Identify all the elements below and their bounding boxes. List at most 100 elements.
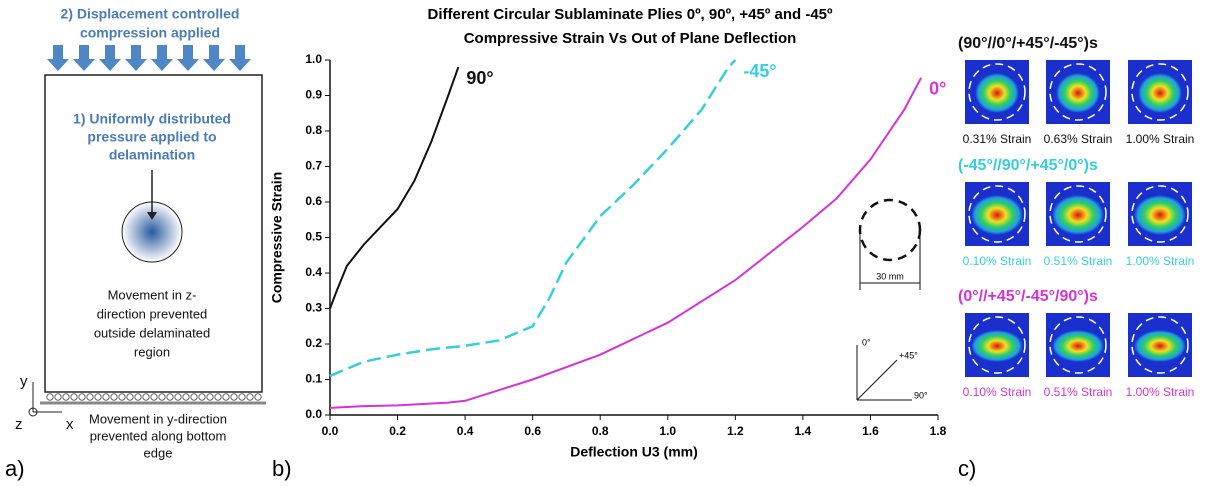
roller [198, 393, 206, 401]
roller [238, 393, 246, 401]
y-tick-label: 0.0 [305, 407, 322, 421]
note: 1) Uniformly distributed [73, 111, 231, 127]
roller [110, 393, 118, 401]
contour [975, 73, 1019, 113]
pointer-head [147, 212, 157, 220]
plate [44, 74, 263, 393]
roller [214, 393, 222, 401]
roller [166, 393, 174, 401]
contour [1056, 73, 1100, 113]
contour [1134, 330, 1186, 362]
y-tick-label: 0.4 [305, 265, 322, 279]
contour [1052, 330, 1104, 362]
strain-label: 0.31% Strain [963, 132, 1032, 146]
x-tick-label: 0.4 [457, 424, 474, 438]
chart-title: Compressive Strain Vs Out of Plane Defle… [464, 30, 797, 47]
panel-label: b) [272, 456, 292, 481]
contour-outline [1049, 316, 1107, 374]
group-title: (0°//+45°/-45°/90°)s [958, 288, 1098, 305]
size-note: 30 mm [876, 271, 904, 281]
note: Movement in y-direction [89, 411, 227, 426]
x-tick-label: 1.2 [727, 424, 744, 438]
y-tick-label: 0.3 [305, 301, 322, 315]
panel-label: a) [5, 456, 25, 481]
contour [1052, 195, 1104, 235]
chart-title: Different Circular Sublaminate Plies 0º,… [428, 6, 833, 23]
contour-outline [968, 185, 1026, 243]
note: pressure applied to [87, 129, 216, 145]
roller [70, 393, 78, 401]
note: compression applied [80, 25, 220, 41]
y-tick-label: 0.1 [305, 372, 322, 386]
y-axis-label: Compressive Strain [269, 172, 285, 304]
roller [62, 393, 70, 401]
load-arrow [229, 45, 251, 71]
roller [230, 393, 238, 401]
load-arrow [151, 45, 173, 71]
strain-label: 1.00% Strain [1126, 385, 1195, 399]
roller [46, 393, 54, 401]
x-tick-label: 1.0 [659, 424, 676, 438]
contour-outline [968, 316, 1026, 374]
dir-45 [856, 359, 898, 401]
axis-label: y [20, 373, 28, 390]
strain-label: 0.51% Strain [1044, 385, 1113, 399]
roller [190, 393, 198, 401]
x-tick-label: 0.8 [592, 424, 609, 438]
y-tick-label: 0.2 [305, 336, 322, 350]
y-tick-label: 0.9 [305, 88, 322, 102]
panel-label: c) [958, 456, 976, 481]
roller [78, 393, 86, 401]
contour-outline [1131, 63, 1189, 121]
strain-label: 0.10% Strain [963, 385, 1032, 399]
contour-outline [1049, 185, 1107, 243]
contour [971, 330, 1023, 362]
note: edge [144, 445, 173, 460]
y-tick-label: 0.5 [305, 230, 322, 244]
y-tick-label: 0.7 [305, 159, 322, 173]
roller [86, 393, 94, 401]
size-circle [858, 198, 922, 262]
load-arrow [73, 45, 95, 71]
x-tick-label: 1.8 [930, 424, 947, 438]
contour-outline [1131, 185, 1189, 243]
load-arrow [99, 45, 121, 71]
roller [118, 393, 126, 401]
load-arrow [47, 45, 69, 71]
contour-outline [1049, 63, 1107, 121]
contour [1134, 195, 1186, 235]
load-arrow [203, 45, 225, 71]
note: delamination [109, 147, 195, 163]
group-title: (-45°//90°/+45°/0°)s [958, 157, 1098, 174]
strain-label: 0.10% Strain [963, 254, 1032, 268]
roller [246, 393, 254, 401]
roller [142, 393, 150, 401]
x-axis-label: Deflection U3 (mm) [570, 444, 698, 460]
note: region [134, 344, 170, 359]
load-arrow [125, 45, 147, 71]
x-tick-label: 0.0 [322, 424, 339, 438]
roller [94, 393, 102, 401]
roller [254, 393, 262, 401]
roller [158, 393, 166, 401]
strain-label: 0.63% Strain [1044, 132, 1113, 146]
dir-label: 0° [862, 337, 871, 347]
contour [1138, 73, 1182, 113]
contour [971, 195, 1023, 235]
roller [150, 393, 158, 401]
roller [102, 393, 110, 401]
x-tick-label: 1.6 [862, 424, 879, 438]
roller [206, 393, 214, 401]
note: 2) Displacement controlled [61, 6, 240, 22]
load-arrow [177, 45, 199, 71]
x-tick-label: 0.2 [389, 424, 406, 438]
y-tick-label: 0.8 [305, 123, 322, 137]
roller [126, 393, 134, 401]
strain-label: 0.51% Strain [1044, 254, 1113, 268]
note: direction prevented [97, 306, 208, 321]
roller [182, 393, 190, 401]
dir-label: 90° [914, 390, 928, 400]
series-line [329, 66, 460, 309]
group-title: (90°//0°/+45°/-45°)s [958, 35, 1098, 52]
